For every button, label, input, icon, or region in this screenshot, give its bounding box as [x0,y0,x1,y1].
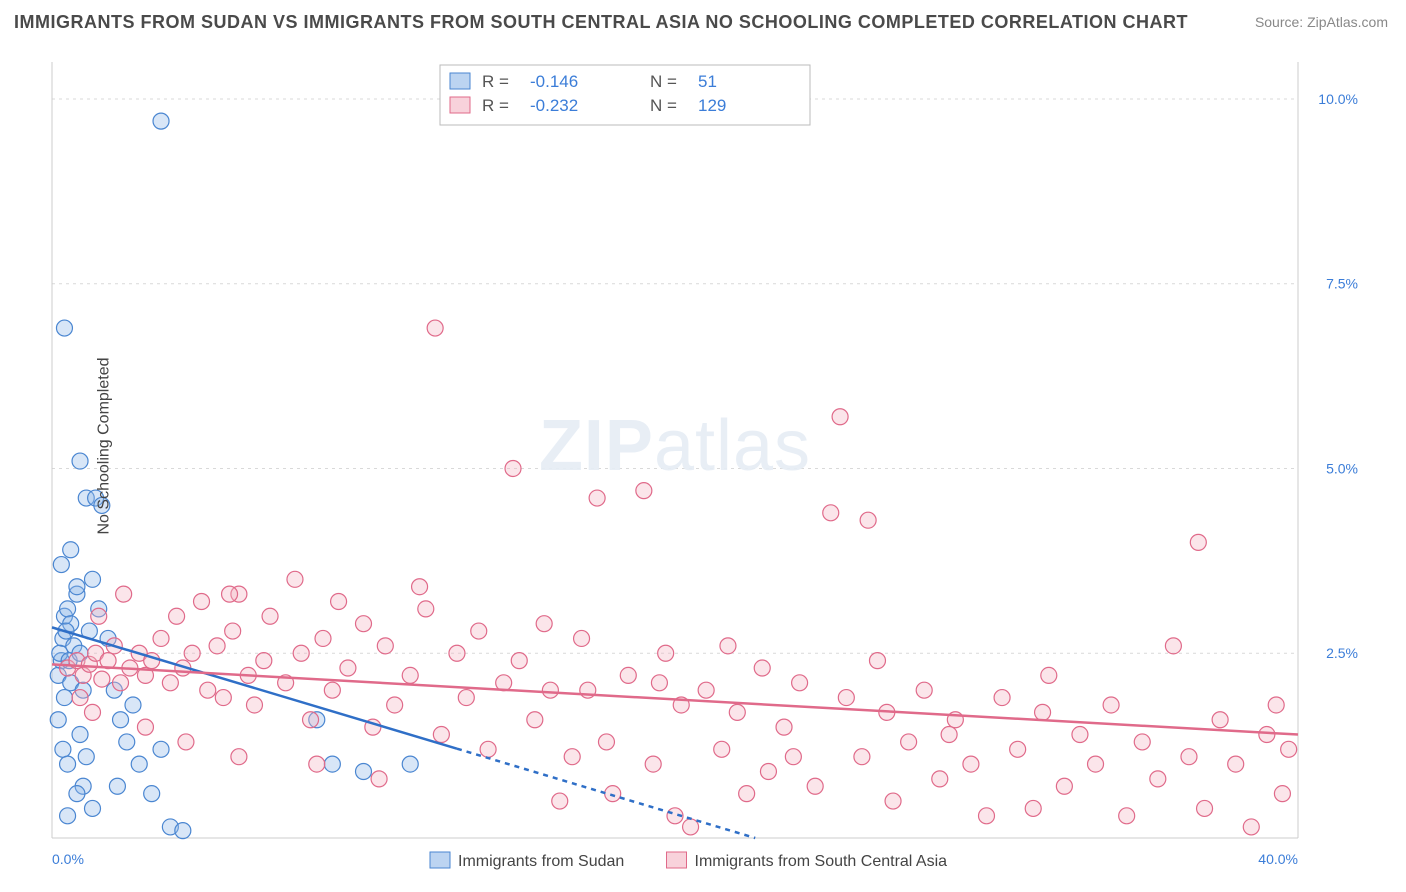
scatter-chart: 2.5% 5.0% 7.5% 10.0% ZIPatlas 0.0% 40.0% R = -0.… [0,0,1406,892]
chart-container: IMMIGRANTS FROM SUDAN VS IMMIGRANTS FROM… [0,0,1406,892]
svg-text:Immigrants from South Central: Immigrants from South Central Asia [695,853,948,870]
svg-text:-0.232: -0.232 [530,96,578,115]
source-attribution: Source: ZipAtlas.com [1255,14,1388,30]
svg-text:7.5%: 7.5% [1326,276,1358,292]
svg-text:0.0%: 0.0% [52,851,84,867]
svg-text:10.0%: 10.0% [1318,91,1358,107]
svg-text:-0.146: -0.146 [530,72,578,91]
y-axis-label: No Schooling Completed [96,358,114,535]
svg-text:5.0%: 5.0% [1326,460,1358,476]
svg-text:129: 129 [698,96,726,115]
svg-text:40.0%: 40.0% [1258,851,1298,867]
svg-text:Immigrants from Sudan: Immigrants from Sudan [458,853,624,870]
svg-text:ZIPatlas: ZIPatlas [539,406,811,486]
svg-text:R =: R = [482,96,509,115]
svg-text:R =: R = [482,72,509,91]
svg-text:51: 51 [698,72,717,91]
svg-text:2.5%: 2.5% [1326,645,1358,661]
chart-title: IMMIGRANTS FROM SUDAN VS IMMIGRANTS FROM… [14,12,1188,33]
svg-text:N =: N = [650,72,677,91]
svg-text:N =: N = [650,96,677,115]
